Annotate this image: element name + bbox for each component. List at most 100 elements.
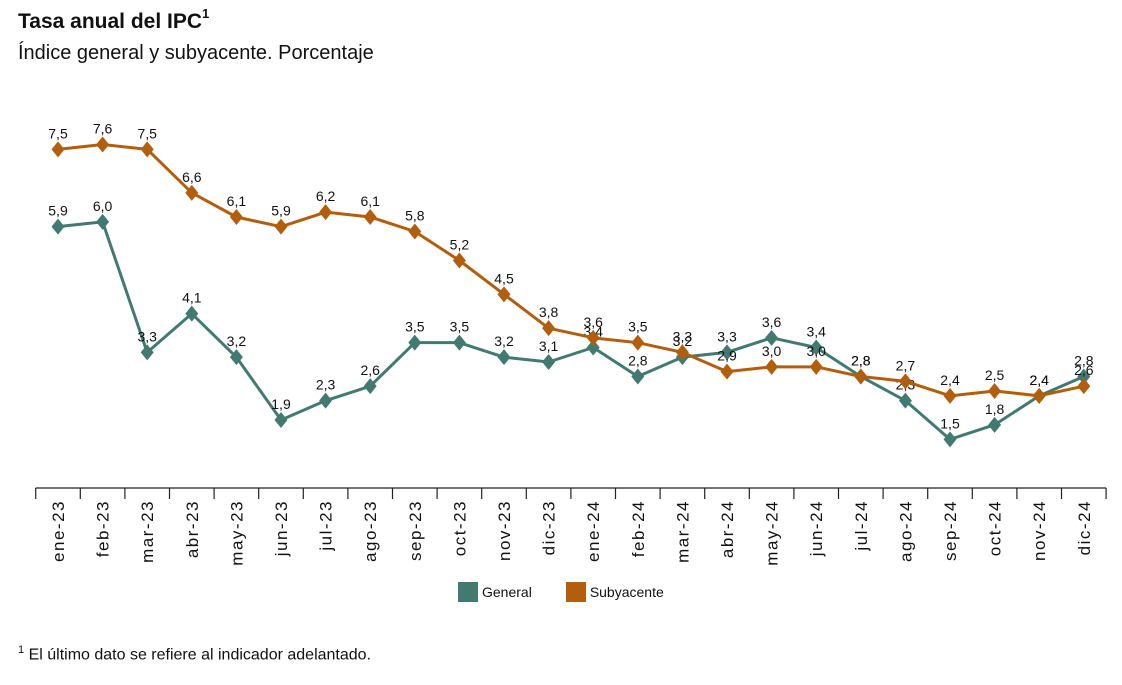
x-tick-label: ago-24 bbox=[896, 500, 915, 562]
data-label-general: 3,6 bbox=[762, 314, 782, 330]
data-label-general: 3,2 bbox=[673, 333, 693, 349]
legend-swatch-general bbox=[458, 582, 478, 602]
x-tick-label: jun-24 bbox=[807, 500, 826, 557]
data-label-subyacente: 3,0 bbox=[806, 343, 826, 359]
x-tick-label: sep-23 bbox=[406, 500, 425, 561]
data-label-general: 4,1 bbox=[182, 290, 202, 306]
data-point-subyacente bbox=[809, 358, 823, 375]
data-label-general: 2,4 bbox=[1029, 372, 1049, 388]
data-point-general bbox=[408, 334, 422, 351]
data-point-general bbox=[140, 344, 154, 361]
data-point-subyacente bbox=[363, 209, 377, 225]
data-point-general bbox=[586, 339, 600, 356]
data-label-subyacente: 5,8 bbox=[405, 208, 425, 224]
data-point-general bbox=[943, 431, 957, 448]
data-point-general bbox=[452, 334, 466, 351]
data-point-subyacente bbox=[586, 329, 600, 346]
data-label-general: 3,5 bbox=[405, 319, 425, 335]
data-label-subyacente: 2,9 bbox=[717, 348, 737, 364]
x-tick-label: may-23 bbox=[227, 500, 246, 566]
data-label-general: 3,3 bbox=[717, 328, 737, 344]
x-tick-label: mar-24 bbox=[673, 500, 692, 563]
data-point-subyacente bbox=[497, 286, 511, 303]
x-tick-label: jun-23 bbox=[272, 500, 291, 557]
data-label-subyacente: 2,6 bbox=[1074, 362, 1094, 378]
data-point-general bbox=[185, 305, 199, 322]
data-point-subyacente bbox=[675, 344, 689, 361]
data-label-general: 2,3 bbox=[316, 377, 336, 393]
data-label-subyacente: 5,9 bbox=[271, 203, 291, 219]
data-label-subyacente: 3,6 bbox=[583, 314, 603, 330]
x-tick-label: ago-23 bbox=[361, 500, 380, 562]
x-tick-label: oct-23 bbox=[450, 500, 469, 556]
data-label-subyacente: 7,5 bbox=[137, 125, 157, 141]
legend-label-general: General bbox=[482, 584, 532, 600]
chart-subtitle: Índice general y subyacente. Porcentaje bbox=[18, 42, 374, 64]
data-label-subyacente: 2,5 bbox=[985, 367, 1005, 383]
data-point-general bbox=[720, 344, 734, 361]
data-point-subyacente bbox=[408, 223, 422, 240]
data-point-subyacente bbox=[1077, 378, 1091, 395]
data-point-subyacente bbox=[229, 209, 243, 225]
data-label-subyacente: 2,4 bbox=[940, 372, 960, 388]
data-point-general bbox=[319, 392, 333, 409]
data-label-general: 1,5 bbox=[940, 415, 960, 431]
data-point-subyacente bbox=[765, 358, 779, 375]
x-tick-label: abr-23 bbox=[183, 500, 202, 558]
data-point-general bbox=[765, 329, 779, 346]
x-tick-label: oct-24 bbox=[986, 500, 1005, 556]
data-label-subyacente: 5,2 bbox=[450, 237, 470, 253]
data-label-subyacente: 7,6 bbox=[93, 121, 113, 137]
chart-title: Tasa anual del IPC1 bbox=[18, 6, 210, 33]
legend-item-subyacente: Subyacente bbox=[565, 582, 664, 602]
data-label-subyacente: 6,6 bbox=[182, 169, 202, 185]
x-tick-label: nov-24 bbox=[1030, 500, 1049, 561]
legend-label-subyacente: Subyacente bbox=[589, 584, 664, 600]
data-label-general: 3,5 bbox=[450, 319, 470, 335]
data-label-general: 3,4 bbox=[806, 324, 826, 340]
data-label-general: 2,8 bbox=[628, 353, 648, 369]
series-line-subyacente bbox=[57, 143, 1085, 398]
data-label-subyacente: 6,1 bbox=[227, 193, 247, 209]
data-point-subyacente bbox=[96, 136, 110, 153]
data-point-subyacente bbox=[898, 373, 912, 390]
data-point-subyacente bbox=[988, 383, 1002, 399]
data-label-general: 3,3 bbox=[137, 328, 157, 344]
data-point-general bbox=[229, 349, 243, 366]
data-point-subyacente bbox=[319, 204, 333, 221]
legend-swatch-subyacente bbox=[565, 582, 586, 602]
data-label-general: 3,2 bbox=[494, 333, 514, 349]
data-label-subyacente: 2,4 bbox=[1029, 372, 1049, 388]
data-point-subyacente bbox=[140, 141, 154, 158]
data-label-subyacente: 2,8 bbox=[851, 353, 871, 369]
data-label-general: 3,2 bbox=[227, 333, 247, 349]
x-tick-label: ene-24 bbox=[584, 500, 603, 562]
data-point-general bbox=[809, 339, 823, 356]
data-label-subyacente: 4,5 bbox=[494, 270, 514, 286]
legend: General Subyacente bbox=[458, 582, 698, 602]
data-point-subyacente bbox=[185, 184, 199, 201]
data-point-general bbox=[898, 392, 912, 409]
data-point-general bbox=[631, 368, 645, 385]
data-label-general: 5,9 bbox=[48, 203, 68, 219]
x-tick-label: feb-23 bbox=[94, 500, 113, 557]
footnote: 1 El último dato se refiere al indicador… bbox=[18, 644, 372, 664]
data-point-general bbox=[1077, 368, 1091, 385]
data-label-subyacente: 2,7 bbox=[896, 357, 916, 373]
data-point-subyacente bbox=[631, 334, 645, 351]
data-label-general: 2,8 bbox=[1074, 353, 1094, 369]
x-tick-label: abr-24 bbox=[718, 500, 737, 558]
data-label-general: 6,0 bbox=[93, 198, 113, 214]
x-tick-label: feb-24 bbox=[629, 500, 648, 557]
x-tick-label: sep-24 bbox=[941, 500, 960, 561]
data-label-subyacente: 7,5 bbox=[48, 125, 68, 141]
data-label-general: 1,8 bbox=[985, 401, 1005, 417]
data-label-general: 2,8 bbox=[851, 353, 871, 369]
data-point-general bbox=[542, 354, 556, 370]
legend-item-general: General bbox=[458, 582, 532, 602]
x-tick-label: dic-24 bbox=[1075, 500, 1094, 555]
data-label-subyacente: 6,1 bbox=[360, 193, 380, 209]
data-point-subyacente bbox=[1032, 387, 1046, 404]
x-tick-label: nov-23 bbox=[495, 500, 514, 561]
